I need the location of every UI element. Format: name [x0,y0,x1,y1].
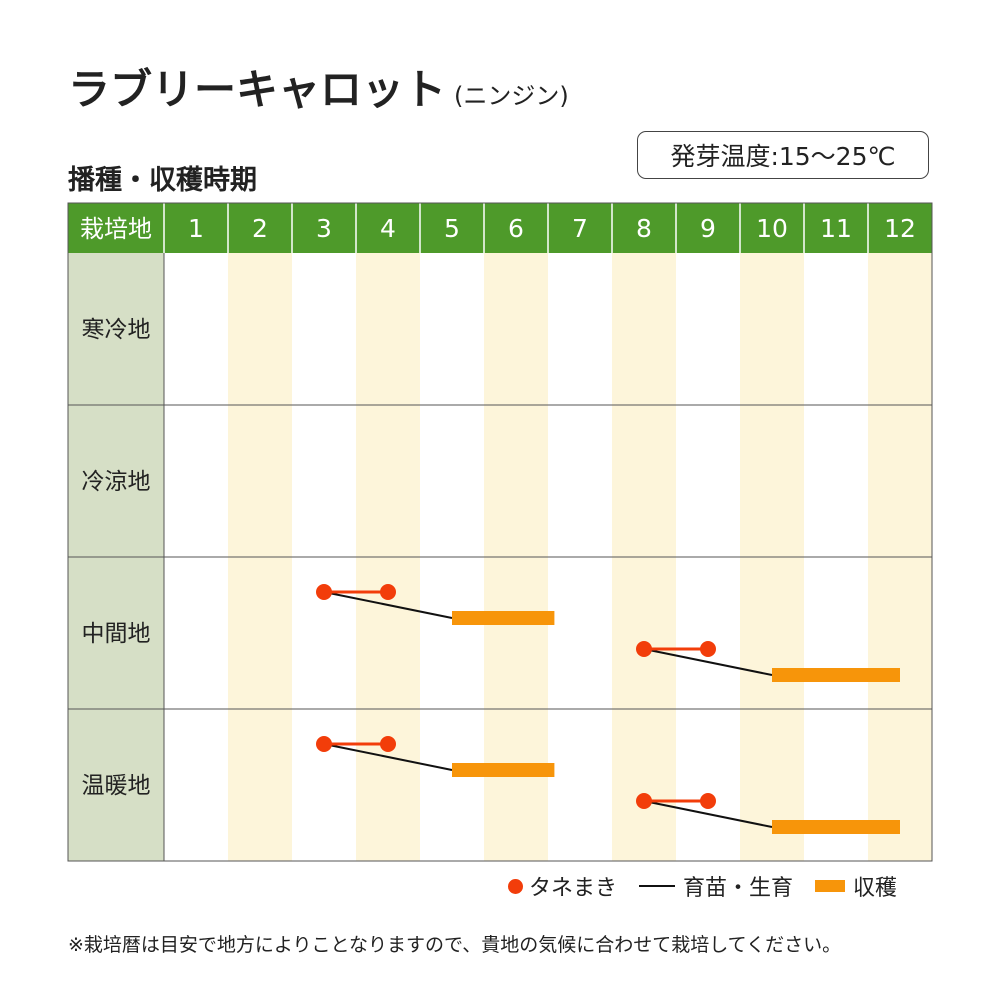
month-label: 2 [252,214,268,243]
sowing-end-dot [700,793,716,809]
sowing-end-dot [380,736,396,752]
harvest-bar [772,668,900,682]
section-title: 播種・収穫時期 [68,165,257,196]
sowing-start-dot [316,736,332,752]
month-label: 11 [820,214,852,243]
legend-growth: 育苗・生育 [639,870,793,902]
month-label: 9 [700,214,716,243]
month-label: 5 [444,214,460,243]
month-label: 6 [508,214,524,243]
region-label: 冷涼地 [82,469,151,495]
germination-temp-text: 発芽温度:15〜25℃ [670,142,896,171]
growth-line [323,743,453,771]
title-main: ラブリーキャロット [68,65,447,114]
legend-growth-label: 育苗・生育 [683,876,794,901]
sowing-start-dot [636,641,652,657]
growth-line-icon [639,885,676,887]
title-subtitle: (ニンジン) [454,82,569,110]
month-label: 8 [636,214,652,243]
legend-harvest: 収穫 [815,870,897,902]
month-label: 12 [884,214,916,243]
month-label: 4 [380,214,396,243]
region-label: 寒冷地 [82,317,151,343]
growth-line [643,800,773,828]
sowing-dot-icon [508,878,523,894]
header-bg [68,203,932,253]
legend-sowing: タネまき [508,870,617,902]
growth-line [643,648,773,676]
header-region-label: 栽培地 [80,215,152,243]
footnote: ※栽培暦は目安で地方によりことなりますので、貴地の気候に合わせて栽培してください… [68,934,842,956]
legend-harvest-label: 収穫 [853,876,898,901]
harvest-bar [772,820,900,834]
harvest-bar-icon [815,880,846,892]
month-label: 1 [188,214,204,243]
sowing-start-dot [636,793,652,809]
region-label: 中間地 [82,621,151,647]
harvest-bar [452,611,555,625]
month-label: 7 [572,214,588,243]
page-title: ラブリーキャロット (ニンジン) [68,56,569,117]
sowing-end-dot [700,641,716,657]
growth-line [323,591,453,619]
month-label: 10 [756,214,788,243]
legend-sowing-label: タネまき [529,876,618,901]
germination-temp-box: 発芽温度:15〜25℃ [637,131,929,179]
month-label: 3 [316,214,332,243]
harvest-bar [452,763,555,777]
sowing-end-dot [380,584,396,600]
legend: タネまき 育苗・生育 収穫 [508,870,897,902]
region-label: 温暖地 [82,773,151,799]
table-border [67,202,933,862]
sowing-start-dot [316,584,332,600]
